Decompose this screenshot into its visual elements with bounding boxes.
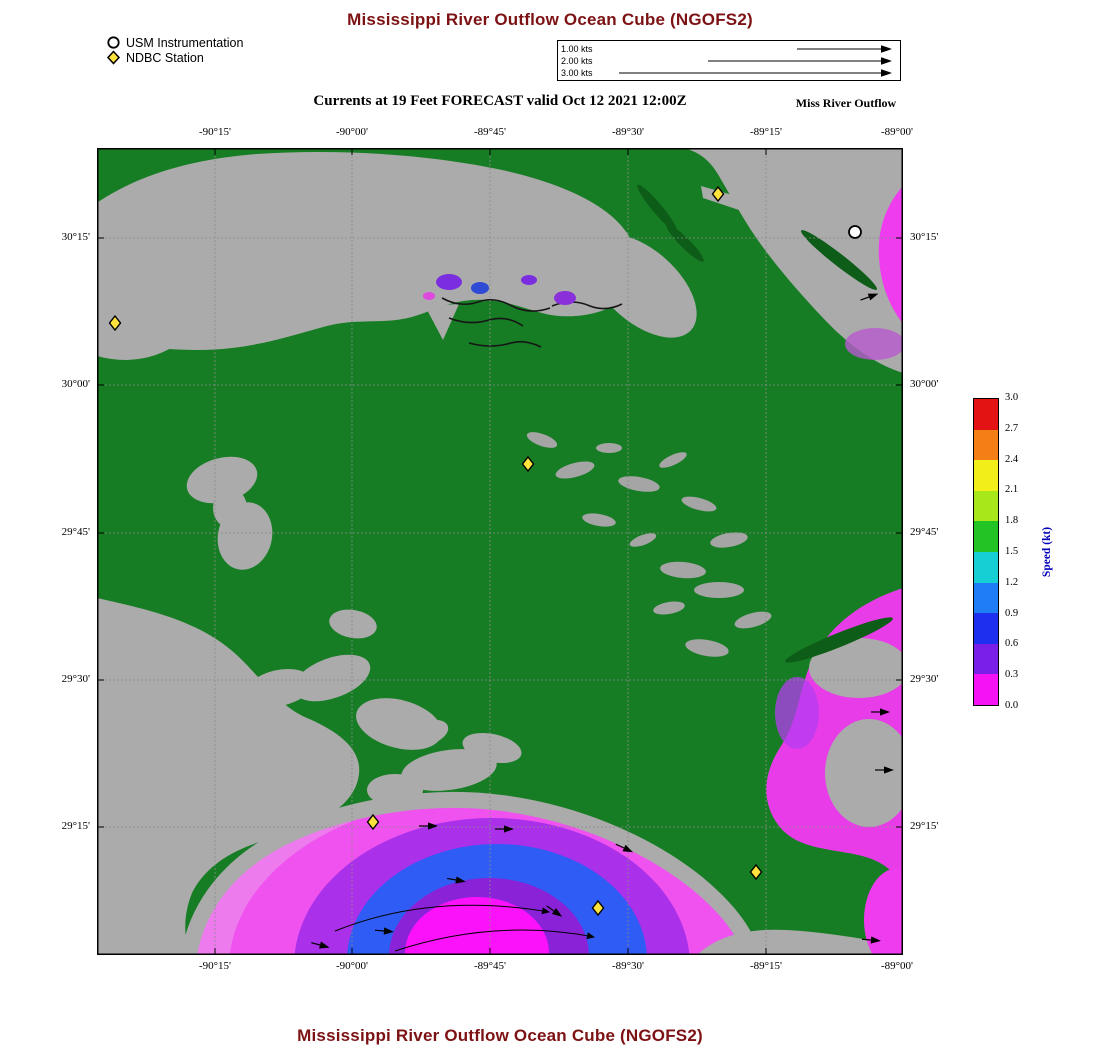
lat-tick-left: 29°30' [61,673,90,685]
colorbar-band [974,429,998,461]
page-title: Mississippi River Outflow Ocean Cube (NG… [347,10,753,29]
lat-tick-left: 29°15' [61,820,90,832]
lon-tick-top: -90°00' [335,126,369,138]
ndbc-station-marker [366,813,380,831]
legend-row-ndbc: NDBC Station [106,50,243,65]
colorbar-band [974,674,998,705]
lat-tick-left: 30°00' [61,378,90,390]
current-arrow [447,876,466,884]
colorbar-tick-label: 3.0 [1005,392,1019,403]
current-arrow [495,825,514,833]
current-arrow [419,822,438,830]
lat-tick-right: 29°15' [910,820,939,832]
region-label: Miss River Outflow [795,96,897,110]
lat-tick-right: 29°45' [910,526,939,538]
colorbar-tick-label: 0.6 [1005,638,1019,650]
current-arrow [374,927,394,935]
velocity-label-2kt: 2.00 kts [561,56,593,66]
lat-tick-left: 30°15' [61,231,90,243]
usm-station-marker [848,225,862,239]
lat-tick-left: 29°45' [61,526,90,538]
colorbar-band [974,551,998,583]
ne-land-mass [637,148,905,373]
marker-legend: USM Instrumentation NDBC Station [106,35,243,65]
lon-tick-bottom: -89°15' [749,960,783,972]
colorbar-tick-label: 2.1 [1005,484,1019,496]
colorbar-band [974,490,998,522]
lon-tick-top: -89°15' [749,126,783,138]
lon-tick-bottom: -90°00' [335,960,369,972]
legend-row-usm: USM Instrumentation [106,35,243,50]
lon-tick-top: -89°30' [611,126,645,138]
lat-tick-right: 30°15' [910,231,939,243]
center-island [186,456,273,570]
colorbar-band [974,613,998,644]
legend-label-usm: USM Instrumentation [126,35,244,50]
ndbc-station-marker [108,314,122,332]
current-arrow [860,293,879,301]
streamlines [334,904,595,952]
colorbar-tick-label: 1.5 [1005,546,1019,557]
velocity-label-1kt: 1.00 kts [561,44,593,54]
current-arrow [875,766,894,774]
lon-tick-bottom: -89°30' [611,960,645,972]
colorbar-tick-label: 2.7 [1005,422,1019,434]
ndbc-marker-icon [106,50,121,65]
lon-tick-top: -89°00' [880,126,914,138]
marsh-fragments [245,609,522,806]
current-arrow [615,843,634,853]
map-svg [47,148,932,972]
sw-marsh [97,598,360,955]
ndbc-station-marker [711,185,725,203]
colorbar-band [974,460,998,491]
colorbar-band [974,399,998,430]
current-arrow [861,936,881,944]
colorbar-tick-label: 1.2 [1005,576,1019,588]
right-speed-zone [766,588,913,888]
lon-tick-bottom: -90°15' [198,960,232,972]
colorbar-band [974,643,998,675]
colorbar-tick-label: 0.0 [1005,700,1019,711]
ndbc-station-marker [591,899,605,917]
lon-tick-top: -89°45' [473,126,507,138]
current-arrow [311,941,330,949]
ndbc-station-marker [749,863,763,881]
river-plume [189,799,752,955]
colorbar-tick-label: 1.8 [1005,515,1019,527]
velocity-label-3kt: 3.00 kts [561,68,593,78]
channel-water-patches [423,274,576,305]
legend-label-ndbc: NDBC Station [126,50,204,65]
lon-tick-bottom: -89°00' [880,960,914,972]
lat-tick-right: 30°00' [910,378,939,390]
grid-lines [97,148,903,955]
colorbar [973,398,999,706]
lat-tick-right: 29°30' [910,673,939,685]
lon-tick-bottom: -89°45' [473,960,507,972]
current-arrow [546,905,563,917]
velocity-scale-svg: 1.00 kts 2.00 kts 3.00 kts [561,44,892,78]
usm-marker-icon [107,36,120,49]
coastline [181,791,760,958]
colorbar-label: Speed (kt) [1041,526,1053,578]
map [47,148,932,972]
map-border [97,148,903,955]
forecast-subtitle: Currents at 19 Feet FORECAST valid Oct 1… [313,93,687,109]
colorbar-band [974,582,998,614]
colorbar-tick-label: 0.9 [1005,607,1019,619]
velocity-scale-box: 1.00 kts 2.00 kts 3.00 kts [557,40,901,81]
ndbc-station-marker [521,455,535,473]
marsh-flecks [526,432,772,657]
colorbar-tick-label: 2.4 [1005,453,1019,465]
map-overlay [108,185,894,949]
current-arrow [871,708,890,716]
colorbar-band [974,521,998,552]
velocity-arrows [619,45,892,77]
colorbar-tick-label: 0.3 [1005,669,1019,681]
lon-tick-top: -90°15' [198,126,232,138]
footer-title: Mississippi River Outflow Ocean Cube (NG… [297,1026,703,1045]
